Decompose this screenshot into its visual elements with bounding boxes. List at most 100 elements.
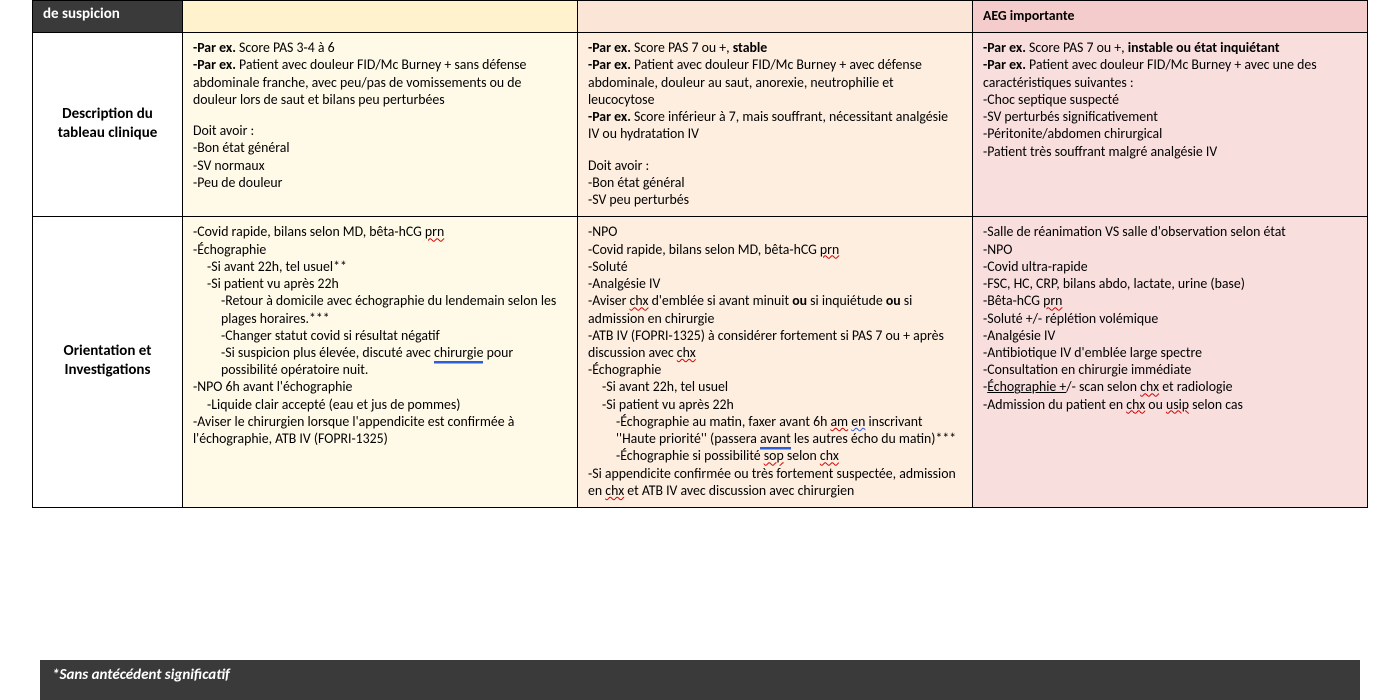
orient-mid-m5: -Aviser chx d'emblée si avant minuit ou … bbox=[588, 292, 962, 326]
orient-mid-m6b: chx bbox=[677, 344, 696, 361]
spacer bbox=[193, 108, 567, 122]
desc-low-ex2-rest: Patient avec douleur FID/Mc Burney + san… bbox=[193, 56, 526, 107]
row-orientation: Orientation et Investigations -Covid rap… bbox=[33, 217, 1368, 508]
page: de suspicion AEG importante Description … bbox=[0, 0, 1400, 700]
orient-high-h11b: chx bbox=[1126, 396, 1145, 413]
desc-low-must2: -SV normaux bbox=[193, 157, 567, 174]
orient-high-h10b: Échographie + bbox=[987, 378, 1066, 395]
orient-mid-m3: -Soluté bbox=[588, 258, 962, 275]
desc-mid-ex3-prefix: -Par ex. bbox=[588, 108, 631, 125]
desc-high-ex1-prefix: -Par ex. bbox=[983, 39, 1026, 56]
desc-high-c1: -Choc septique suspecté bbox=[983, 91, 1357, 108]
desc-mid-must2: -SV peu perturbés bbox=[588, 191, 962, 208]
orient-mid-m5a: -Aviser bbox=[588, 292, 630, 309]
orient-high-h11c: ou bbox=[1145, 396, 1166, 413]
orient-mid-m5c: d'emblée si avant minuit bbox=[648, 292, 792, 309]
orient-low-l1b: prn bbox=[425, 223, 444, 240]
desc-mid-ex2-rest: Patient avec douleur FID/Mc Burney + ave… bbox=[588, 56, 922, 107]
desc-low-must-label: Doit avoir : bbox=[193, 122, 567, 139]
desc-mid-ex2: -Par ex. Patient avec douleur FID/Mc Bur… bbox=[588, 56, 962, 108]
desc-mid-must-label: Doit avoir : bbox=[588, 157, 962, 174]
desc-mid-ex1-prefix: -Par ex. bbox=[588, 39, 631, 56]
orient-mid-m2b: prn bbox=[820, 241, 839, 258]
header-col-high: AEG importante bbox=[973, 1, 1368, 33]
orient-mid-m11a: -Échographie si possibilité bbox=[616, 447, 764, 464]
desc-mid-must1: -Bon état général bbox=[588, 174, 962, 191]
orient-mid-m10b: am bbox=[830, 413, 848, 430]
header-col-mid bbox=[578, 1, 973, 33]
orient-mid-m2: -Covid rapide, bilans selon MD, bêta-hCG… bbox=[588, 241, 962, 258]
desc-mid-ex3-rest: Score inférieur à 7, mais souffrant, néc… bbox=[588, 108, 948, 142]
orient-high-h10: -Échographie +/- scan selon chx et radio… bbox=[983, 378, 1357, 395]
orient-mid-m11c: selon bbox=[784, 447, 820, 464]
orient-high-cell: -Salle de réanimation VS salle d'observa… bbox=[973, 217, 1368, 508]
orient-mid-cell: -NPO -Covid rapide, bilans selon MD, bêt… bbox=[578, 217, 973, 508]
orient-mid-m11b: sop bbox=[764, 447, 784, 464]
orient-low-l7a: -Si suspicion plus élevée, discuté avec bbox=[221, 344, 434, 361]
orient-mid-m6a: -ATB IV (FOPRI-1325) à considérer fortem… bbox=[588, 327, 944, 361]
desc-mid-ex1: -Par ex. Score PAS 7 ou +, stable bbox=[588, 39, 962, 56]
orient-high-h10c: /- scan selon bbox=[1066, 378, 1140, 395]
desc-low-ex2: -Par ex. Patient avec douleur FID/Mc Bur… bbox=[193, 56, 567, 108]
rowhdr-orientation: Orientation et Investigations bbox=[33, 217, 183, 508]
orient-low-l7b: chirurgie bbox=[434, 344, 483, 362]
orient-mid-m9: -Si patient vu après 22h bbox=[588, 396, 962, 413]
orient-high-h3: -Covid ultra-rapide bbox=[983, 258, 1357, 275]
desc-mid-ex1-rest-b: stable bbox=[733, 39, 768, 56]
footer-note: *Sans antécédent significatif bbox=[40, 660, 1360, 700]
header-row: de suspicion AEG importante bbox=[33, 1, 1368, 33]
orient-mid-m12c: et ATB IV avec discussion avec chirurgie… bbox=[624, 482, 854, 499]
desc-high-ex1-rest-a: Score PAS 7 ou +, bbox=[1026, 39, 1128, 56]
orient-low-l6: -Changer statut covid si résultat négati… bbox=[193, 327, 567, 344]
orient-low-l1: -Covid rapide, bilans selon MD, bêta-hCG… bbox=[193, 223, 567, 240]
orient-high-h5a: -Bêta-hCG bbox=[983, 292, 1043, 309]
desc-low-must3: -Peu de douleur bbox=[193, 174, 567, 191]
orient-mid-m10d: en bbox=[851, 413, 865, 430]
rowhdr-description: Description du tableau clinique bbox=[33, 33, 183, 217]
orient-mid-m12: -Si appendicite confirmée ou très fortem… bbox=[588, 465, 962, 499]
orient-mid-m7: -Échographie bbox=[588, 361, 962, 378]
desc-high-ex2: -Par ex. Patient avec douleur FID/Mc Bur… bbox=[983, 56, 1357, 90]
desc-mid-ex1-rest-a: Score PAS 7 ou +, bbox=[631, 39, 733, 56]
orient-mid-m1: -NPO bbox=[588, 223, 962, 240]
desc-high-c3: -Péritonite/abdomen chirurgical bbox=[983, 125, 1357, 142]
orient-mid-m5f: ou bbox=[886, 292, 901, 309]
header-col-low bbox=[183, 1, 578, 33]
orient-low-cell: -Covid rapide, bilans selon MD, bêta-hCG… bbox=[183, 217, 578, 508]
orient-low-l8: -NPO 6h avant l'échographie bbox=[193, 378, 567, 395]
orient-low-l7: -Si suspicion plus élevée, discuté avec … bbox=[193, 344, 567, 378]
orient-low-l2: -Échographie bbox=[193, 241, 567, 258]
orient-mid-m10: -Échographie au matin, faxer avant 6h am… bbox=[588, 413, 962, 447]
header-suspicion-text: de suspicion bbox=[43, 5, 120, 23]
orient-high-h4: -FSC, HC, CRP, bilans abdo, lactate, uri… bbox=[983, 275, 1357, 292]
orient-high-h11: -Admission du patient en chx ou usip sel… bbox=[983, 396, 1357, 413]
orient-low-l10: -Aviser le chirurgien lorsque l'appendic… bbox=[193, 413, 567, 447]
rowhdr-orientation-text: Orientation et Investigations bbox=[64, 342, 152, 379]
orient-high-h11a: -Admission du patient en bbox=[983, 396, 1126, 413]
desc-low-ex1-rest: Score PAS 3-4 à 6 bbox=[236, 39, 335, 56]
orient-mid-m12b: chx bbox=[605, 482, 624, 499]
orient-high-h5b: prn bbox=[1043, 292, 1062, 309]
orient-mid-m11: -Échographie si possibilité sop selon ch… bbox=[588, 447, 962, 464]
desc-low-ex1: -Par ex. Score PAS 3-4 à 6 bbox=[193, 39, 567, 56]
orient-low-l3: -Si avant 22h, tel usuel** bbox=[193, 258, 567, 275]
orient-high-h10e: et radiologie bbox=[1159, 378, 1232, 395]
orient-high-h10d: chx bbox=[1140, 378, 1159, 395]
desc-high-ex1-rest-b: instable ou état inquiétant bbox=[1128, 39, 1280, 56]
desc-high-ex2-rest: Patient avec douleur FID/Mc Burney + ave… bbox=[983, 56, 1317, 90]
desc-low-cell: -Par ex. Score PAS 3-4 à 6 -Par ex. Pati… bbox=[183, 33, 578, 217]
desc-mid-ex3: -Par ex. Score inférieur à 7, mais souff… bbox=[588, 108, 962, 142]
orient-mid-m10f: avant bbox=[760, 430, 791, 448]
orient-mid-m8: -Si avant 22h, tel usuel bbox=[588, 378, 962, 395]
orient-mid-m6: -ATB IV (FOPRI-1325) à considérer fortem… bbox=[588, 327, 962, 361]
orient-high-h6: -Soluté +/- réplétion volémique bbox=[983, 310, 1357, 327]
orient-low-l5: -Retour à domicile avec échographie du l… bbox=[193, 292, 567, 326]
orient-high-h2: -NPO bbox=[983, 241, 1357, 258]
spacer bbox=[588, 143, 962, 157]
orient-mid-m5b: chx bbox=[630, 292, 649, 309]
orient-mid-m5d: ou bbox=[792, 292, 807, 309]
orient-mid-m11d: chx bbox=[820, 447, 839, 464]
desc-high-ex1: -Par ex. Score PAS 7 ou +, instable ou é… bbox=[983, 39, 1357, 56]
orient-low-l1a: -Covid rapide, bilans selon MD, bêta-hCG bbox=[193, 223, 425, 240]
header-suspicion: de suspicion bbox=[33, 1, 183, 33]
